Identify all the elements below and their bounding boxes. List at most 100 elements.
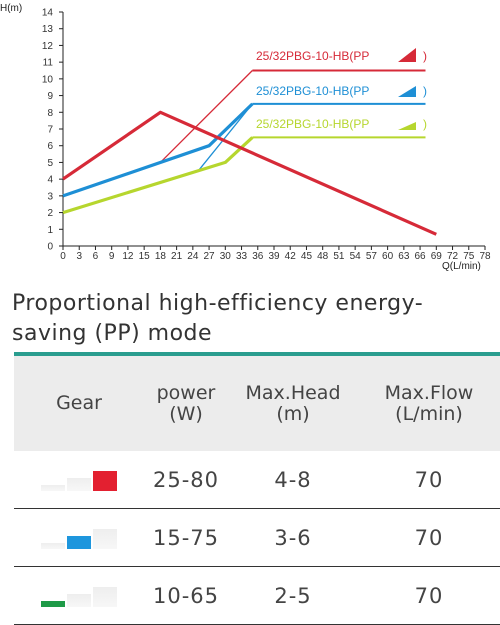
leader-line bbox=[159, 70, 253, 163]
y-tick-label: 10 bbox=[42, 74, 54, 85]
gear-bar bbox=[41, 542, 65, 549]
x-tick-label: 3 bbox=[76, 251, 82, 262]
y-tick-label: 8 bbox=[47, 108, 53, 119]
x-tick-label: 21 bbox=[171, 251, 183, 262]
gear-bar bbox=[93, 528, 117, 549]
gear-indicator bbox=[14, 469, 144, 491]
legend-label: 25/32PBG-10-HB(PP bbox=[256, 117, 369, 131]
head-cell: 4-8 bbox=[274, 467, 312, 492]
table-header: Gear power (W) Max.Head (m) Max.Flow (L/… bbox=[14, 352, 500, 451]
x-tick-label: 57 bbox=[366, 251, 378, 262]
gear-bar bbox=[67, 593, 91, 607]
gear-indicator bbox=[14, 585, 144, 607]
header-power: power (W) bbox=[144, 381, 228, 425]
flow-cell: 70 bbox=[414, 467, 444, 492]
header-head-line2: (m) bbox=[276, 402, 310, 425]
x-tick-label: 60 bbox=[382, 251, 394, 262]
x-tick-label: 75 bbox=[463, 251, 475, 262]
x-tick-labels: 0 3 6 9 12 15 18 21 24 27 30 33 36 39 42 45 48 51 54 57 60 63… bbox=[60, 246, 491, 262]
gear-bar bbox=[41, 600, 65, 607]
series-line bbox=[62, 136, 254, 215]
power-cell: 25-80 bbox=[152, 467, 220, 492]
gear-indicator bbox=[14, 527, 144, 549]
x-tick-label: 51 bbox=[333, 251, 345, 262]
x-tick-label: 39 bbox=[268, 251, 280, 262]
x-tick-label: 45 bbox=[301, 251, 313, 262]
gear-bar bbox=[93, 586, 117, 607]
x-tick-label: 66 bbox=[415, 251, 427, 262]
mode-title: Proportional high-efficiency energy-savi… bbox=[12, 291, 424, 346]
y-tick-label: 12 bbox=[42, 41, 54, 52]
x-tick-label: 24 bbox=[187, 251, 199, 262]
gear-bar bbox=[93, 470, 117, 491]
table-row: 25-80 4-8 70 bbox=[14, 451, 500, 509]
gear-bar bbox=[67, 535, 91, 549]
x-tick-label: 78 bbox=[479, 251, 491, 262]
x-tick-label: 42 bbox=[285, 251, 297, 262]
y-tick-label: 13 bbox=[42, 24, 54, 35]
x-tick-label: 18 bbox=[155, 251, 167, 262]
x-tick-label: 48 bbox=[317, 251, 329, 262]
y-tick-label: 7 bbox=[47, 125, 53, 136]
legend-label: 25/32PBG-10-HB(PP bbox=[256, 49, 369, 63]
series-line bbox=[62, 110, 437, 236]
legend-gear-icon bbox=[398, 48, 416, 62]
x-tick-label: 9 bbox=[109, 251, 115, 262]
x-tick-label: 15 bbox=[139, 251, 151, 262]
x-tick-label: 69 bbox=[431, 251, 443, 262]
series-line bbox=[62, 102, 254, 198]
power-cell: 10-65 bbox=[152, 583, 220, 608]
chart-legend: 25/32PBG-10-HB(PP) 25/32PBG-10-HB(PP) 25/3… bbox=[256, 48, 427, 131]
legend-gear-icon bbox=[398, 122, 416, 130]
table-row: 10-65 2-5 70 bbox=[14, 567, 500, 625]
x-tick-label: 72 bbox=[447, 251, 459, 262]
x-axis-title: Q(L/min) bbox=[442, 261, 481, 272]
head-cell: 2-5 bbox=[274, 583, 312, 608]
header-power-line1: power bbox=[156, 381, 216, 404]
x-tick-label: 6 bbox=[93, 251, 99, 262]
x-tick-label: 30 bbox=[220, 251, 232, 262]
header-flow-line2: (L/min) bbox=[395, 402, 463, 425]
x-tick-label: 27 bbox=[204, 251, 216, 262]
y-tick-label: 9 bbox=[47, 91, 53, 102]
header-gear: Gear bbox=[14, 393, 144, 414]
x-tick-label: 12 bbox=[122, 251, 134, 262]
x-tick-label: 63 bbox=[398, 251, 410, 262]
y-tick-label: 11 bbox=[43, 58, 54, 69]
gear-bar bbox=[67, 477, 91, 491]
y-tick-label: 3 bbox=[47, 191, 53, 202]
y-tick-label: 14 bbox=[42, 8, 54, 19]
head-cell: 3-6 bbox=[274, 525, 312, 550]
x-tick-label: 33 bbox=[236, 251, 248, 262]
header-power-line2: (W) bbox=[169, 402, 203, 425]
legend-suffix: ) bbox=[423, 84, 427, 98]
y-tick-label: 5 bbox=[47, 158, 53, 169]
header-flow-line1: Max.Flow bbox=[384, 381, 474, 404]
x-tick-label: 36 bbox=[252, 251, 264, 262]
header-head-line1: Max.Head bbox=[245, 381, 341, 404]
gear-table: Gear power (W) Max.Head (m) Max.Flow (L/… bbox=[14, 352, 500, 625]
legend-gear-icon bbox=[398, 86, 416, 97]
header-max-flow: Max.Flow (L/min) bbox=[358, 381, 500, 425]
flow-cell: 70 bbox=[414, 525, 444, 550]
y-tick-label: 1 bbox=[47, 225, 53, 236]
header-max-head: Max.Head (m) bbox=[228, 381, 358, 425]
gear-bar bbox=[41, 484, 65, 491]
x-tick-label: 0 bbox=[60, 251, 66, 262]
power-cell: 15-75 bbox=[152, 525, 220, 550]
x-tick-label: 54 bbox=[350, 251, 362, 262]
leader-line bbox=[197, 103, 253, 172]
y-tick-label: 0 bbox=[47, 242, 53, 253]
flow-cell: 70 bbox=[414, 583, 444, 608]
chart-series bbox=[62, 69, 437, 236]
y-tick-label: 2 bbox=[47, 208, 53, 219]
legend-suffix: ) bbox=[423, 49, 427, 63]
table-row: 15-75 3-6 70 bbox=[14, 509, 500, 567]
legend-label: 25/32PBG-10-HB(PP bbox=[256, 84, 369, 98]
y-tick-label: 6 bbox=[47, 141, 53, 152]
legend-suffix: ) bbox=[423, 117, 427, 131]
y-axis-title: H(m) bbox=[0, 3, 22, 14]
header-gear-line1: Gear bbox=[56, 392, 102, 414]
